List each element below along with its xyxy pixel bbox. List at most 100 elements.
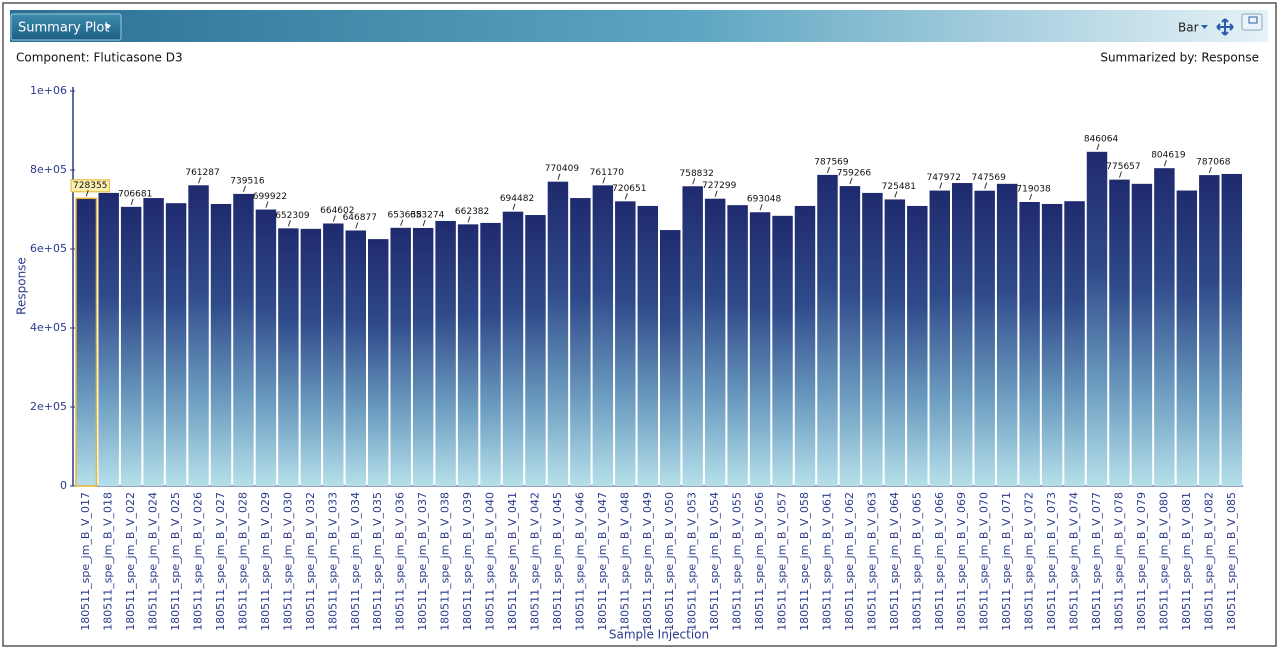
data-label: 770409 <box>545 164 580 174</box>
label-leader <box>422 219 426 227</box>
bar <box>210 203 232 486</box>
bar <box>929 190 950 486</box>
y-tick-label: 6e+05 <box>30 242 67 255</box>
x-tick-label: 180511_spe_jm_B_V_050 <box>663 492 676 631</box>
bar <box>727 205 748 486</box>
data-label: 699922 <box>253 192 287 202</box>
bar <box>165 203 187 486</box>
x-tick-label: 180511_spe_jm_B_V_079 <box>1135 492 1148 631</box>
x-tick-label: 180511_spe_jm_B_V_040 <box>484 492 497 631</box>
label-leader <box>984 182 988 189</box>
restore-icon <box>1248 16 1258 24</box>
data-label: 759266 <box>837 169 872 179</box>
data-label: 761170 <box>590 168 625 178</box>
label-leader <box>714 190 718 197</box>
x-tick-label: 180511_spe_jm_B_V_041 <box>506 492 519 631</box>
label-leader <box>849 177 853 185</box>
x-tick-label: 180511_spe_jm_B_V_062 <box>843 492 856 631</box>
restore-button[interactable] <box>1241 13 1263 31</box>
bar <box>1064 201 1085 486</box>
x-tick-label: 180511_spe_jm_B_V_053 <box>686 492 699 631</box>
label-leader <box>332 215 336 222</box>
bar <box>817 174 838 486</box>
data-label: 787068 <box>1196 158 1231 168</box>
bar <box>570 198 591 487</box>
bar <box>1109 179 1130 486</box>
label-leader <box>894 191 898 198</box>
label-leader <box>1208 166 1212 174</box>
bar <box>278 228 299 486</box>
y-axis-title: Response <box>15 257 29 315</box>
bar <box>862 192 883 486</box>
x-tick-label: 180511_spe_jm_B_V_080 <box>1157 492 1170 631</box>
x-tick-label: 180511_spe_jm_B_V_029 <box>259 492 272 631</box>
bar <box>1041 203 1063 486</box>
x-tick-label: 180511_spe_jm_B_V_081 <box>1180 492 1193 631</box>
x-axis-title: Sample Injection <box>609 628 709 642</box>
bar <box>884 199 906 486</box>
x-tick-label: 180511_spe_jm_B_V_063 <box>865 492 878 631</box>
x-tick-label: 180511_spe_jm_B_V_073 <box>1045 492 1058 631</box>
bar <box>435 220 456 486</box>
bar <box>1131 183 1153 486</box>
x-tick-label: 180511_spe_jm_B_V_026 <box>192 492 205 631</box>
data-label: 739516 <box>230 176 265 186</box>
label-leader <box>759 204 763 211</box>
data-label: 652309 <box>275 211 310 221</box>
bar <box>188 185 209 487</box>
bar <box>996 183 1018 486</box>
label-leader <box>85 190 89 197</box>
x-tick-label: 180511_spe_jm_B_V_074 <box>1068 492 1081 631</box>
move-icon[interactable] <box>1216 18 1234 36</box>
bar <box>592 185 614 487</box>
selected-label-box <box>70 179 110 193</box>
label-leader <box>1029 193 1033 201</box>
summary-plot-menu[interactable] <box>10 13 122 41</box>
data-label: 747569 <box>972 173 1007 183</box>
data-label: 653274 <box>410 210 445 220</box>
label-leader <box>939 182 943 189</box>
data-label: 846064 <box>1084 134 1119 144</box>
x-tick-label: 180511_spe_jm_B_V_082 <box>1202 492 1215 631</box>
header-title[interactable]: Summary Plot <box>18 21 109 36</box>
data-label: 725481 <box>882 182 916 192</box>
x-tick-label: 180511_spe_jm_B_V_065 <box>910 492 923 631</box>
data-label: 727299 <box>702 181 737 191</box>
data-label: 720651 <box>612 184 646 194</box>
label-leader <box>1096 143 1100 150</box>
bar <box>974 190 995 486</box>
x-tick-label: 180511_spe_jm_B_V_025 <box>169 492 182 631</box>
bar <box>1176 190 1198 487</box>
bar <box>772 215 793 486</box>
bar <box>75 197 98 487</box>
label-leader <box>467 216 471 223</box>
bar <box>615 201 636 487</box>
x-tick-label: 180511_spe_jm_B_V_028 <box>236 492 249 631</box>
summarized-by: Summarized by: Response <box>1100 51 1259 65</box>
x-tick-label: 180511_spe_jm_B_V_024 <box>147 492 160 631</box>
label-leader <box>1118 171 1122 178</box>
y-tick-label: 1e+06 <box>30 84 67 97</box>
x-tick-label: 180511_spe_jm_B_V_054 <box>708 492 721 631</box>
x-tick-label: 180511_spe_jm_B_V_046 <box>573 492 586 631</box>
x-tick-label: 180511_spe_jm_B_V_037 <box>416 492 429 631</box>
x-tick-label: 180511_spe_jm_B_V_036 <box>394 492 407 631</box>
label-leader <box>512 203 516 210</box>
bar <box>682 186 703 486</box>
x-tick-label: 180511_spe_jm_B_V_018 <box>102 492 115 631</box>
x-tick-label: 180511_spe_jm_B_V_017 <box>79 492 92 631</box>
bar <box>480 222 501 486</box>
label-leader <box>130 198 134 206</box>
bar <box>345 230 366 486</box>
bar <box>457 224 479 486</box>
bar <box>794 205 816 486</box>
data-label: 747972 <box>927 173 961 183</box>
label-leader <box>692 178 696 185</box>
chart-type-menu[interactable]: Bar <box>1178 21 1199 35</box>
bar <box>637 205 658 486</box>
data-label: 693048 <box>747 195 782 205</box>
data-label: 664602 <box>320 206 354 216</box>
bar <box>233 193 254 486</box>
bar <box>1086 151 1108 486</box>
